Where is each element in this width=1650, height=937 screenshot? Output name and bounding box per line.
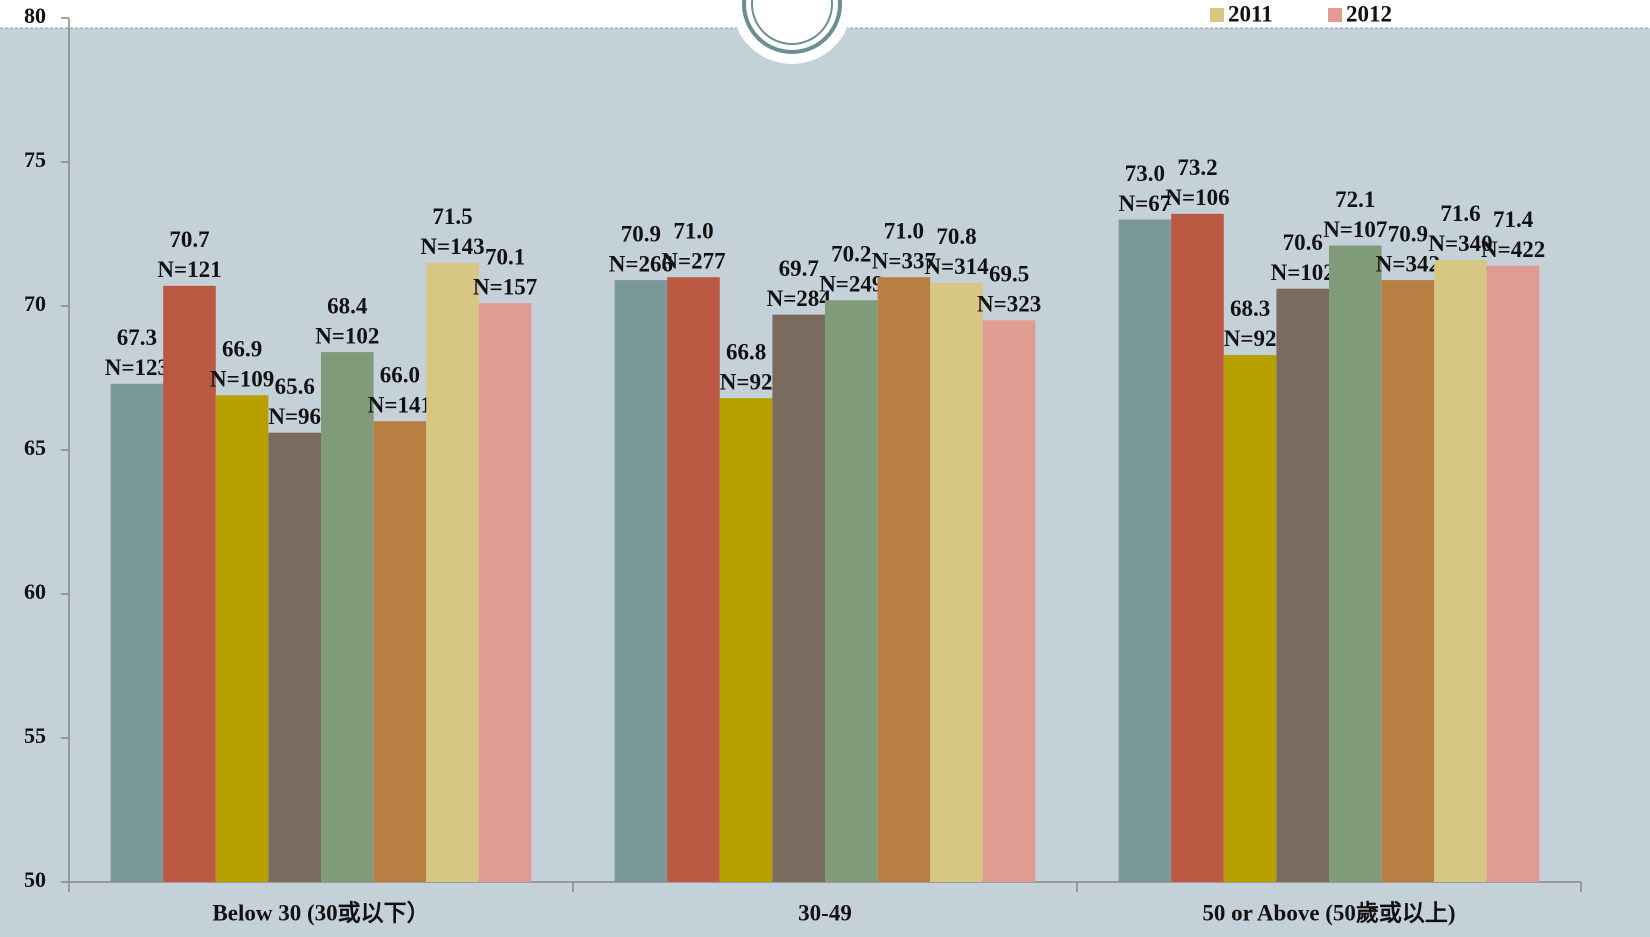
value-label: 66.9 — [222, 337, 262, 362]
y-tick-label: 60 — [24, 579, 46, 604]
n-label: N=123 — [105, 355, 169, 380]
value-label: 73.2 — [1177, 155, 1217, 180]
bar — [667, 277, 720, 882]
decor-ring — [751, 0, 833, 45]
value-label: 71.5 — [432, 204, 472, 229]
n-label: N=96 — [268, 404, 321, 429]
value-label: 71.4 — [1493, 207, 1534, 232]
value-label: 69.5 — [989, 262, 1029, 287]
value-label: 70.7 — [169, 227, 209, 252]
value-label: 66.8 — [726, 339, 766, 364]
bar — [215, 395, 269, 882]
decor-ring — [742, 0, 842, 54]
legend-label: 2012 — [1346, 1, 1392, 26]
value-label: 70.1 — [485, 244, 525, 269]
bar — [478, 303, 532, 882]
legend-label: 2011 — [1228, 1, 1273, 26]
value-label: 71.6 — [1440, 201, 1480, 226]
n-label: N=342 — [1376, 251, 1440, 276]
n-label: N=102 — [1271, 260, 1335, 285]
n-label: N=106 — [1165, 185, 1229, 210]
n-label: N=284 — [767, 286, 832, 311]
bar — [426, 262, 479, 882]
value-label: 70.9 — [621, 221, 661, 246]
bar — [719, 398, 773, 882]
bar — [1223, 354, 1277, 883]
bar — [614, 280, 668, 883]
legend-swatch — [1328, 8, 1342, 22]
value-label: 68.3 — [1230, 296, 1270, 321]
y-tick-label: 55 — [24, 723, 46, 748]
y-tick-label: 65 — [24, 435, 46, 460]
value-label: 68.4 — [327, 293, 368, 318]
y-tick-label: 70 — [24, 291, 46, 316]
bar — [930, 282, 983, 883]
n-label: N=141 — [368, 392, 432, 417]
n-label: N=92 — [1224, 326, 1277, 351]
bar — [268, 432, 321, 882]
y-tick-label: 75 — [24, 147, 46, 172]
x-tick-label: Below 30 (30或以下） — [212, 899, 429, 925]
bar — [1276, 288, 1329, 883]
n-label: N=107 — [1323, 217, 1387, 242]
value-label: 67.3 — [117, 325, 157, 350]
n-label: N=337 — [872, 248, 936, 273]
bar — [163, 285, 216, 883]
bar — [321, 352, 374, 883]
legend-swatch — [1210, 8, 1224, 22]
value-label: 71.0 — [673, 218, 713, 243]
n-label: N=102 — [315, 323, 379, 348]
value-label: 70.9 — [1388, 221, 1428, 246]
bar — [1329, 245, 1382, 882]
n-label: N=340 — [1428, 231, 1492, 256]
value-label: 69.7 — [779, 256, 819, 281]
n-label: N=143 — [420, 234, 484, 259]
bar — [373, 421, 427, 882]
value-label: 70.2 — [831, 242, 871, 267]
value-label: 70.8 — [936, 224, 976, 249]
x-tick-label: 30-49 — [798, 900, 852, 925]
decor-circle — [732, 0, 852, 64]
n-label: N=266 — [609, 251, 673, 276]
value-label: 72.1 — [1335, 187, 1375, 212]
n-label: N=314 — [924, 254, 989, 279]
bar — [877, 277, 931, 882]
y-tick-label: 80 — [24, 3, 46, 28]
bar — [825, 300, 878, 882]
n-label: N=67 — [1119, 191, 1172, 216]
n-label: N=323 — [977, 292, 1041, 317]
bar — [1434, 259, 1487, 882]
n-label: N=157 — [473, 274, 537, 299]
value-label: 66.0 — [380, 362, 420, 387]
n-label: N=422 — [1481, 237, 1545, 262]
bar — [772, 314, 825, 882]
value-label: 70.6 — [1283, 230, 1323, 255]
n-label: N=249 — [819, 272, 883, 297]
bar — [1381, 280, 1435, 883]
n-label: N=109 — [210, 367, 274, 392]
x-tick-label: 50 or Above (50歲或以上) — [1202, 900, 1455, 925]
bar — [1486, 265, 1540, 882]
value-label: 71.0 — [884, 218, 924, 243]
bar — [110, 383, 164, 882]
n-label: N=121 — [157, 257, 221, 282]
bar — [1171, 213, 1224, 883]
value-label: 73.0 — [1125, 161, 1165, 186]
bar — [982, 320, 1036, 882]
bar — [1118, 219, 1172, 883]
value-label: 65.6 — [275, 374, 315, 399]
n-label: N=92 — [720, 369, 773, 394]
n-label: N=277 — [661, 248, 725, 273]
y-tick-label: 50 — [24, 867, 46, 892]
